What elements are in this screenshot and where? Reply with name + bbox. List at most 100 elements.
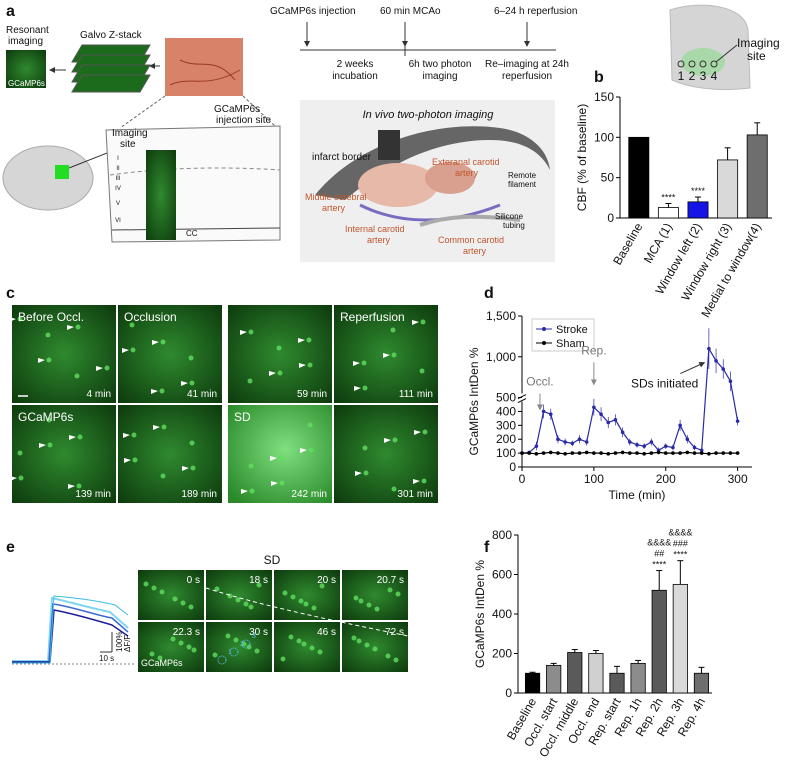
- marker: [699, 448, 704, 453]
- cell: [149, 651, 155, 657]
- cell: [288, 634, 294, 640]
- tile-time: 72 s: [385, 627, 404, 638]
- marker: [678, 451, 682, 455]
- mouse-brain: [2, 145, 94, 211]
- cell: [188, 604, 194, 610]
- cell: [160, 339, 166, 345]
- event-label: 6–24 h reperfusion: [494, 6, 577, 17]
- y-tick-label: 0: [509, 460, 516, 474]
- y-axis-label: GCaMP6s IntDen %: [473, 560, 487, 668]
- y-tick-label: 600: [492, 568, 512, 582]
- marker: [620, 430, 625, 435]
- panel-title: SD: [264, 553, 281, 567]
- injection-label: injection site: [216, 115, 271, 126]
- illustration-title: In vivo two-photon imaging: [363, 109, 495, 121]
- significance: &&&&: [647, 538, 671, 548]
- marker: [678, 423, 682, 428]
- tile-label: SD: [234, 410, 251, 424]
- panel-label: f: [484, 539, 490, 556]
- annotation-arrow: [680, 361, 706, 374]
- cell: [392, 437, 398, 443]
- cell: [45, 332, 51, 338]
- image-tile: [274, 622, 340, 672]
- arrowhead: [10, 476, 17, 481]
- bar: [693, 672, 710, 694]
- bar: [630, 662, 646, 694]
- cell: [76, 483, 82, 489]
- cell: [356, 638, 362, 644]
- image-tile: [228, 305, 332, 403]
- cell: [247, 378, 253, 384]
- annotation: Occl.: [526, 375, 553, 389]
- bar: [609, 672, 625, 694]
- roi: [241, 639, 251, 649]
- arrowhead: [122, 348, 129, 353]
- cell: [248, 463, 254, 469]
- significance: ###: [673, 539, 688, 549]
- marker: [606, 452, 611, 456]
- y-tick-label: 50: [601, 171, 615, 185]
- cell: [46, 417, 52, 423]
- marker: [649, 440, 654, 444]
- cell: [104, 365, 110, 371]
- arrowhead: [123, 433, 130, 438]
- position-label: 1: [678, 69, 685, 83]
- arrowhead: [354, 386, 361, 391]
- y-axis-label: CBF (% of baseline): [575, 104, 589, 211]
- arrowhead: [355, 471, 362, 476]
- x-tick-label: Baseline: [610, 220, 645, 267]
- cell: [279, 480, 285, 486]
- cell: [132, 457, 138, 463]
- marker: [613, 451, 618, 455]
- arrowhead: [298, 338, 305, 343]
- cell: [317, 649, 323, 655]
- cell: [362, 385, 368, 391]
- cell: [248, 604, 254, 610]
- cell: [214, 586, 220, 592]
- cell: [190, 465, 196, 471]
- y-tick-label: 100: [594, 130, 614, 144]
- marker: [685, 450, 690, 455]
- marker: [671, 451, 675, 455]
- illustration-label: artery: [367, 235, 391, 245]
- marker: [628, 451, 632, 455]
- marker: [663, 451, 668, 455]
- marker: [592, 405, 596, 410]
- legend-marker: [542, 327, 546, 331]
- x-axis-label: Time (min): [609, 488, 666, 502]
- marker: [671, 445, 675, 450]
- cell: [241, 641, 247, 647]
- cell: [307, 422, 313, 428]
- cell: [75, 324, 81, 330]
- cell: [172, 596, 178, 602]
- cell: [309, 645, 315, 651]
- cell: [178, 640, 184, 646]
- marker: [613, 417, 618, 422]
- cell: [351, 635, 357, 641]
- frame-grid: 0 s 18 s 20 s 20.7 s 22.3 s 30 s 46 s 72 s GCaMP…: [138, 570, 409, 672]
- scale-label: 100%: [115, 632, 124, 652]
- marker: [642, 444, 646, 448]
- vessels: [169, 59, 241, 86]
- legend-label: Stroke: [556, 324, 588, 336]
- cell: [391, 352, 397, 358]
- zoom-line: [242, 95, 276, 127]
- cell: [131, 432, 137, 438]
- illustration-label: Remote: [508, 171, 537, 180]
- bar: [717, 159, 739, 219]
- marker: [692, 451, 697, 455]
- y-tick-label: 300: [496, 418, 516, 432]
- marker: [599, 412, 603, 417]
- resonant-label: imaging: [8, 36, 43, 47]
- cell: [387, 587, 393, 593]
- image-label: GCaMP6s: [8, 79, 45, 88]
- wave-front: [205, 587, 409, 637]
- inset-label: site: [747, 49, 766, 63]
- cell: [277, 370, 283, 376]
- arrowhead: [383, 353, 390, 358]
- image-tile: [12, 305, 116, 403]
- z-image: [146, 150, 176, 240]
- cell: [246, 644, 252, 650]
- cell: [157, 655, 163, 661]
